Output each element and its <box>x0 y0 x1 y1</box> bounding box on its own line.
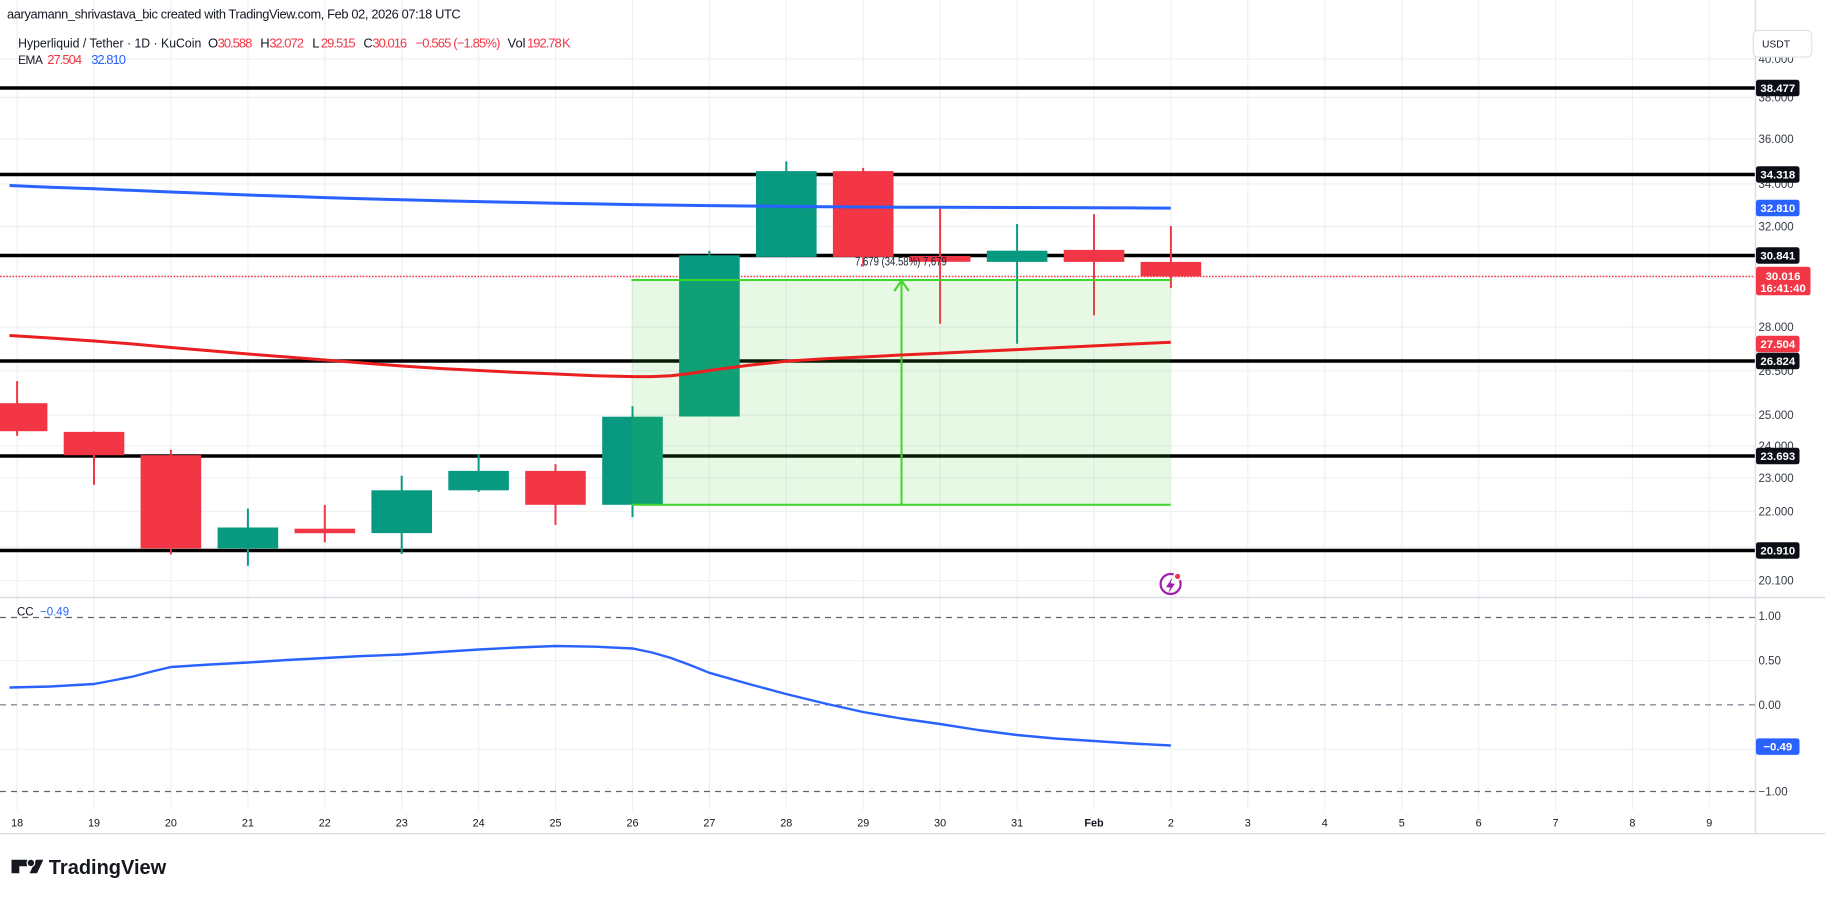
svg-text:22.000: 22.000 <box>1759 507 1794 519</box>
svg-text:22: 22 <box>319 818 331 830</box>
svg-text:7,679 (34.58%) 7,679: 7,679 (34.58%) 7,679 <box>855 255 947 269</box>
svg-text:27.504: 27.504 <box>1760 339 1796 351</box>
svg-text:1.00: 1.00 <box>1759 611 1781 623</box>
svg-text:9: 9 <box>1706 818 1712 830</box>
svg-text:26.824: 26.824 <box>1760 356 1796 368</box>
svg-text:2: 2 <box>1168 818 1174 830</box>
svg-text:32.810: 32.810 <box>1760 203 1795 215</box>
svg-text:28: 28 <box>780 818 792 830</box>
svg-text:38.477: 38.477 <box>1760 83 1795 95</box>
svg-text:USDT: USDT <box>1762 40 1791 51</box>
svg-text:36.000: 36.000 <box>1759 134 1794 146</box>
svg-text:21: 21 <box>242 818 254 830</box>
svg-text:23.000: 23.000 <box>1759 473 1794 485</box>
svg-text:18: 18 <box>11 818 23 830</box>
svg-text:25.000: 25.000 <box>1759 410 1794 422</box>
svg-text:23.693: 23.693 <box>1760 451 1795 463</box>
svg-text:0.00: 0.00 <box>1759 700 1781 712</box>
svg-text:CC−0.49: CC −0.49 <box>17 607 69 619</box>
svg-text:20.100: 20.100 <box>1759 576 1794 588</box>
svg-text:6: 6 <box>1476 818 1482 830</box>
svg-text:−1.00: −1.00 <box>1759 787 1788 799</box>
svg-text:23: 23 <box>396 818 408 830</box>
svg-text:19: 19 <box>88 818 100 830</box>
svg-text:7: 7 <box>1552 818 1558 830</box>
svg-text:4: 4 <box>1322 818 1328 830</box>
svg-text:28.000: 28.000 <box>1759 322 1794 334</box>
svg-text:TradingView: TradingView <box>49 857 167 879</box>
svg-text:25: 25 <box>549 818 561 830</box>
svg-text:−0.49: −0.49 <box>1763 742 1792 754</box>
svg-text:26: 26 <box>626 818 638 830</box>
svg-text:24: 24 <box>473 818 485 830</box>
svg-text:Feb: Feb <box>1084 818 1104 830</box>
svg-text:29: 29 <box>857 818 869 830</box>
svg-text:20.910: 20.910 <box>1760 546 1795 558</box>
svg-text:3: 3 <box>1245 818 1251 830</box>
svg-text:31: 31 <box>1011 818 1023 830</box>
svg-text:30: 30 <box>934 818 946 830</box>
svg-text:16:41:40: 16:41:40 <box>1760 283 1806 295</box>
svg-text:0.50: 0.50 <box>1759 656 1781 668</box>
svg-text:27: 27 <box>703 818 715 830</box>
svg-text:Hyperliquid / Tether · 1D · Ku: Hyperliquid / Tether · 1D · KuCoin O30.58… <box>18 36 571 51</box>
svg-text:30.016: 30.016 <box>1766 271 1801 283</box>
svg-text:5: 5 <box>1399 818 1405 830</box>
svg-text:8: 8 <box>1629 818 1635 830</box>
svg-text:34.318: 34.318 <box>1760 170 1795 182</box>
svg-text:30.841: 30.841 <box>1760 251 1796 263</box>
svg-text:20: 20 <box>165 818 177 830</box>
svg-text:aaryamann_shrivastava_bic crea: aaryamann_shrivastava_bic created with T… <box>7 7 460 22</box>
svg-text:32.000: 32.000 <box>1759 222 1794 234</box>
